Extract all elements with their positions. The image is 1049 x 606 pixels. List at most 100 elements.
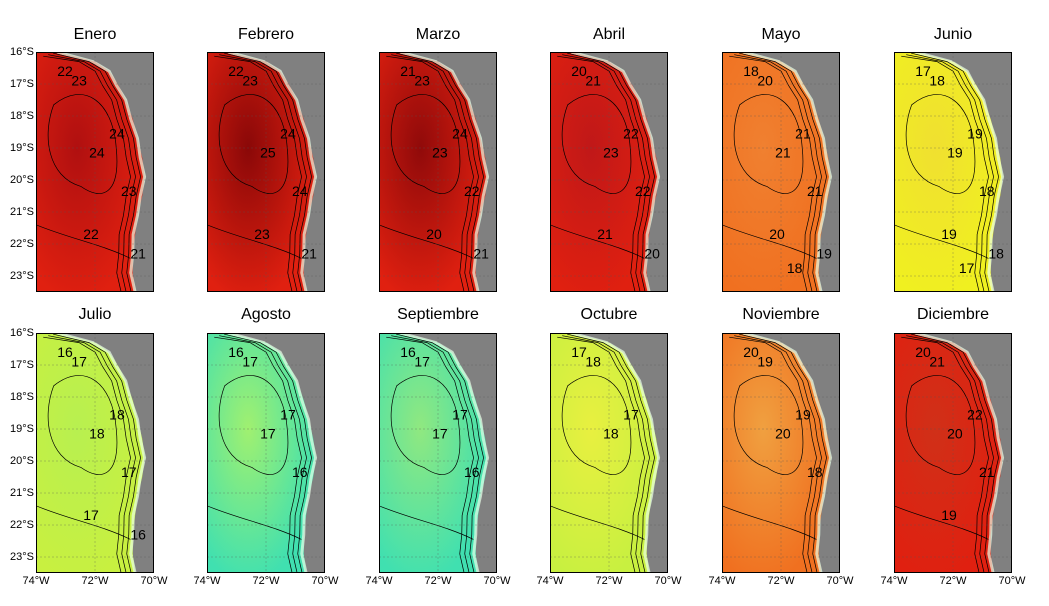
isotherm-coastal-0 <box>396 52 484 292</box>
isotherm-south <box>894 505 989 540</box>
y-tick-label: 17°S <box>10 359 34 371</box>
x-tick-label: 72°W <box>939 575 967 587</box>
x-tick-label: 70°W <box>483 575 511 587</box>
coastal-upwelling-edge <box>56 333 147 573</box>
isotherm-label: 17 <box>623 406 639 422</box>
isotherm-coastal-0 <box>53 52 141 292</box>
isotherm-label: 24 <box>89 145 105 161</box>
coastal-upwelling-edge <box>914 333 1005 573</box>
isotherm-label: 17 <box>242 354 258 370</box>
map-frame <box>894 52 1012 292</box>
x-tick-label: 70°W <box>826 575 854 587</box>
isotherm-label: 23 <box>71 73 87 89</box>
x-tick-label: 70°W <box>654 575 682 587</box>
isotherm-label: 16 <box>228 344 244 360</box>
isotherm-south <box>550 505 645 540</box>
isotherm-coastal-1 <box>391 335 479 573</box>
map-frame <box>36 52 154 292</box>
isotherm-coastal-0 <box>567 333 655 573</box>
isotherm-label: 19 <box>967 125 983 141</box>
isotherm-label: 17 <box>432 426 448 442</box>
isotherm-coastal-0 <box>567 52 655 292</box>
coastal-upwelling-edge <box>742 333 833 573</box>
isotherm-label: 20 <box>757 73 773 89</box>
isotherm-label: 17 <box>260 426 276 442</box>
x-tick-label: 74°W <box>708 575 736 587</box>
isotherm-label: 24 <box>452 125 468 141</box>
isotherm-label: 22 <box>623 125 639 141</box>
x-tick-label: 74°W <box>880 575 908 587</box>
isotherm-core <box>905 94 976 194</box>
isotherm-core <box>218 375 289 475</box>
isotherm-coastal-0 <box>911 52 999 292</box>
y-tick-label: 18°S <box>10 110 34 122</box>
panel-title-septiembre: Septiembre <box>397 306 479 323</box>
isotherm-coastal-2 <box>43 336 131 573</box>
isotherm-south <box>379 505 474 540</box>
x-tick-label: 72°W <box>424 575 452 587</box>
isotherm-label: 18 <box>109 406 125 422</box>
y-tick-label: 21°S <box>10 206 34 218</box>
isotherm-label: 18 <box>89 426 105 442</box>
isotherm-coastal-2 <box>729 336 817 573</box>
isotherm-label: 20 <box>571 63 587 79</box>
isotherm-label: 20 <box>426 226 442 242</box>
isotherm-coastal-1 <box>48 335 136 573</box>
isotherm-coastal-1 <box>906 54 994 292</box>
panel-title-agosto: Agosto <box>241 306 291 323</box>
isotherm-coastal-0 <box>739 333 827 573</box>
isotherm-coastal-0 <box>53 333 141 573</box>
isotherm-label: 22 <box>57 63 73 79</box>
isotherm-label: 17 <box>83 507 99 523</box>
isotherm-south <box>550 224 645 259</box>
isotherm-label: 18 <box>979 183 995 199</box>
isotherm-label: 25 <box>260 145 276 161</box>
panel-title-mayo: Mayo <box>761 26 801 43</box>
isotherm-core <box>733 94 804 194</box>
isotherm-label: 20 <box>915 344 931 360</box>
y-tick-label: 16°S <box>10 46 34 58</box>
panel-title-marzo: Marzo <box>415 26 461 43</box>
isotherm-south <box>207 505 302 540</box>
isotherm-label: 18 <box>807 464 823 480</box>
y-tick-label: 19°S <box>10 423 34 435</box>
isotherm-label: 21 <box>807 183 823 199</box>
graticule <box>550 333 668 573</box>
isotherm-label: 19 <box>795 406 811 422</box>
isotherm-label: 21 <box>473 245 489 261</box>
isotherm-label: 23 <box>121 183 137 199</box>
graticule <box>207 52 325 292</box>
x-tick-label: 70°W <box>140 575 168 587</box>
isotherm-label: 21 <box>929 354 945 370</box>
isotherm-label: 16 <box>130 526 146 542</box>
isotherm-label: 18 <box>787 260 803 276</box>
graticule <box>722 333 840 573</box>
isotherm-label: 19 <box>947 145 963 161</box>
x-tick-label: 74°W <box>22 575 50 587</box>
y-tick-label: 20°S <box>10 174 34 186</box>
graticule <box>36 52 154 292</box>
y-tick-label: 21°S <box>10 487 34 499</box>
coastal-upwelling-edge <box>227 52 318 292</box>
sea-surface <box>207 333 316 573</box>
isotherm-label: 21 <box>795 125 811 141</box>
isotherm-label: 22 <box>228 63 244 79</box>
sea-surface <box>36 333 145 573</box>
x-tick-label: 74°W <box>193 575 221 587</box>
isotherm-label: 22 <box>464 183 480 199</box>
isotherm-coastal-1 <box>391 54 479 292</box>
panel-title-abril: Abril <box>592 26 625 43</box>
isotherm-core <box>561 375 632 475</box>
x-tick-label: 70°W <box>311 575 339 587</box>
isotherm-label: 17 <box>414 354 430 370</box>
map-frame <box>550 333 668 573</box>
isotherm-label: 19 <box>816 245 832 261</box>
